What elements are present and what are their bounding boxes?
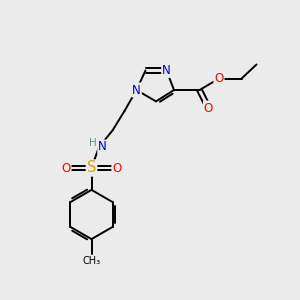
Text: O: O — [204, 101, 213, 115]
Text: O: O — [214, 72, 224, 85]
Text: N: N — [162, 64, 171, 77]
Text: O: O — [112, 161, 122, 175]
Text: O: O — [61, 161, 70, 175]
Text: S: S — [87, 160, 96, 175]
Text: H: H — [88, 138, 96, 148]
Text: N: N — [132, 83, 141, 97]
Text: CH₃: CH₃ — [82, 256, 100, 266]
Text: N: N — [98, 140, 107, 154]
